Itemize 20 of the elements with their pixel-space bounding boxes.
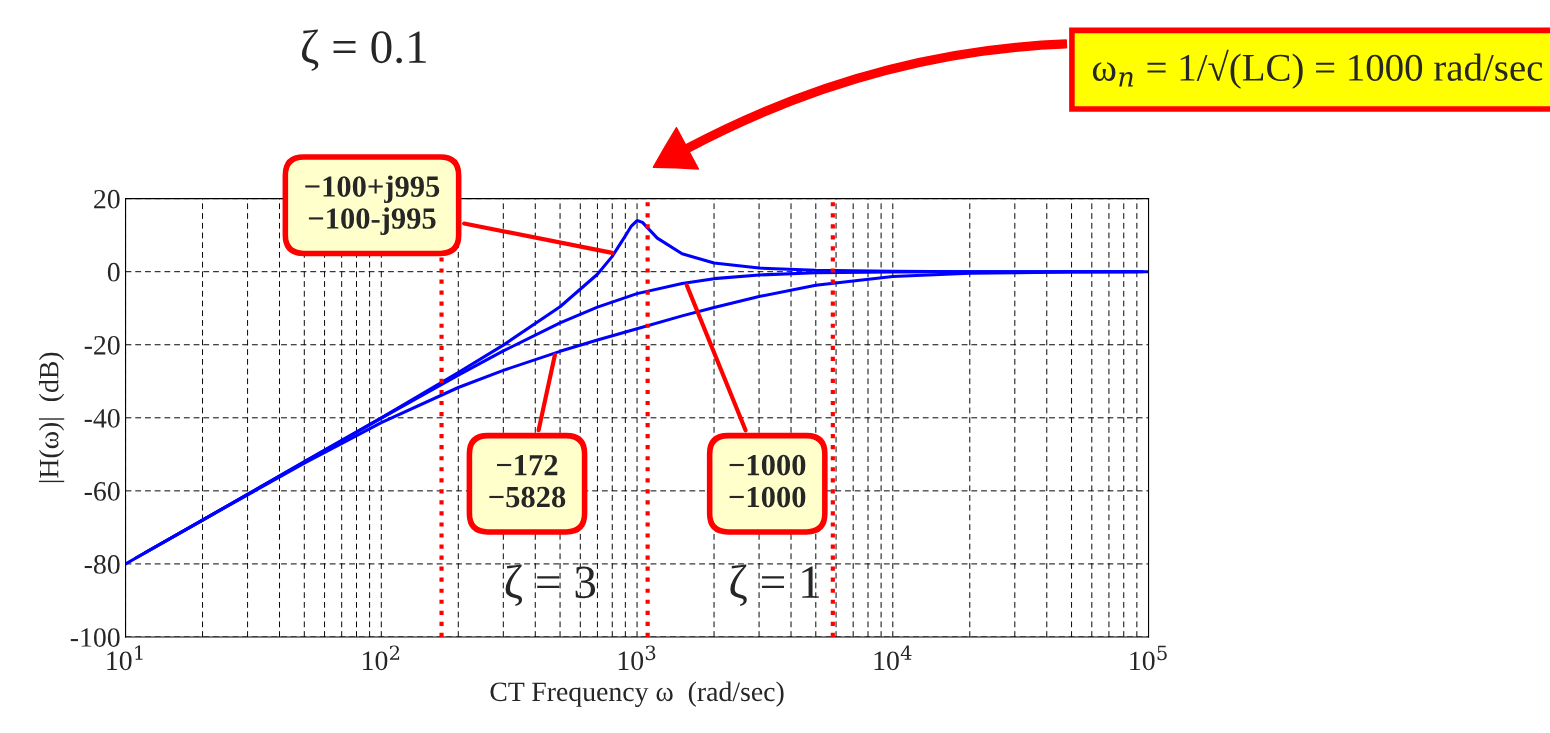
x-tick-label: 10$^{5}$ [1130, 645, 1167, 671]
y-tick-label: -60 [84, 482, 120, 501]
annotation: −172 −5828 [489, 454, 566, 508]
text: ζ = 0.1 [301, 29, 426, 72]
x-tick-label: 10$^{3}$ [618, 645, 656, 671]
annotation: ζ = 1 [730, 564, 819, 607]
y-axis-title: |H(ω)| (dB) [38, 352, 65, 483]
text: ω$_{n}$ = 1/√(LC) = 1000 rad/sec [1092, 49, 1543, 89]
annotation: −1000 −1000 [729, 454, 806, 508]
y-tick-label: -80 [84, 555, 120, 574]
y-tick-label: 0 [107, 262, 120, 282]
y-tick-label: 20 [94, 189, 120, 209]
x-tick-label: 10$^{4}$ [874, 645, 912, 671]
y-tick-label: -40 [84, 408, 120, 428]
annotation: −100+j995 −100-j995 [305, 175, 440, 236]
y-tick-label: -20 [84, 335, 120, 355]
annotation: ζ = 3 [505, 564, 596, 607]
x-tick-label: 10$^{2}$ [363, 645, 400, 671]
y-tick-label: -100 [70, 628, 120, 647]
x-axis-title: CT Frequency ω (rad/sec) [490, 681, 784, 707]
